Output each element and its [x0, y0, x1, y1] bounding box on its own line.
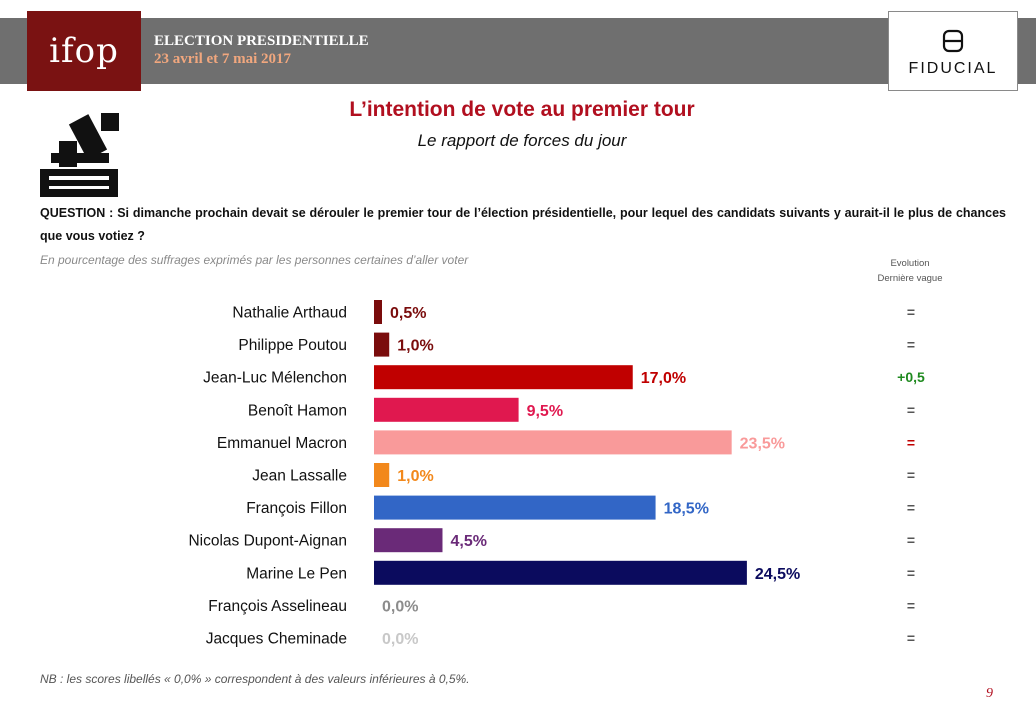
candidate-name: François Asselineau [208, 598, 347, 615]
data-label: 24,5% [755, 566, 800, 583]
bar [374, 528, 443, 553]
page-subtitle: Le rapport de forces du jour [417, 131, 627, 150]
evolution-value: = [907, 337, 915, 353]
evolution-header-line1: Evolution [890, 258, 930, 269]
evolution-header: Evolution Dernière vague [860, 256, 960, 286]
data-label: 17,0% [641, 370, 686, 387]
evolution-header-line2: Dernière vague [877, 273, 943, 284]
candidate-name: Jacques Cheminade [206, 631, 347, 648]
bar [374, 365, 633, 390]
candidate-name: Emmanuel Macron [217, 435, 347, 452]
data-label: 0,0% [382, 598, 418, 615]
evolution-value: = [907, 467, 915, 483]
candidate-name: Jean Lassalle [252, 468, 347, 485]
candidate-name: Benoît Hamon [248, 402, 347, 419]
question-body: Si dimanche prochain devait se dérouler … [40, 206, 1006, 243]
data-label: 0,5% [390, 305, 426, 322]
evolution-value: = [907, 304, 915, 320]
bar [374, 495, 656, 520]
candidate-name: Nicolas Dupont-Aignan [188, 533, 347, 550]
candidate-name: Marine Le Pen [246, 565, 347, 582]
candidate-name: Nathalie Arthaud [232, 305, 347, 322]
logo-text: ifop [49, 31, 119, 71]
candidate-name: Jean-Luc Mélenchon [203, 370, 347, 387]
ifop-logo: ifop [27, 11, 141, 91]
question-label: QUESTION : [40, 206, 114, 220]
evolution-value: = [907, 630, 915, 646]
candidate-name: François Fillon [246, 500, 347, 517]
evolution-value: = [907, 532, 915, 548]
data-label: 1,0% [397, 338, 433, 355]
base-note: En pourcentage des suffrages exprimés pa… [40, 253, 469, 267]
fiducial-text: FIDUCIAL [908, 60, 998, 77]
evolution-value: = [907, 402, 915, 418]
bar [374, 397, 519, 422]
evolution-value: = [907, 500, 915, 516]
bar [374, 300, 382, 324]
question-text: QUESTION : Si dimanche prochain devait s… [40, 202, 1006, 248]
data-label: 9,5% [527, 403, 563, 420]
bar [374, 463, 390, 487]
data-label: 4,5% [450, 533, 486, 550]
ballot-box-icon [40, 113, 119, 197]
bar [374, 560, 747, 585]
election-title: ELECTION PRESIDENTIELLE [154, 33, 369, 49]
bar [374, 332, 390, 357]
fiducial-emblem-icon [942, 29, 964, 53]
data-label: 1,0% [397, 468, 433, 485]
footnote: NB : les scores libellés « 0,0% » corres… [40, 672, 470, 686]
evolution-value: = [907, 597, 915, 613]
evolution-value: +0,5 [897, 369, 925, 385]
data-label: 0,0% [382, 631, 418, 648]
data-label: 18,5% [664, 501, 709, 518]
evolution-value: = [907, 434, 915, 450]
page-number: 9 [986, 686, 993, 701]
data-label: 23,5% [740, 435, 785, 452]
page-title: L’intention de vote au premier tour [349, 98, 695, 121]
evolution-value: = [907, 565, 915, 581]
header-bar [0, 18, 1036, 84]
bar [374, 430, 732, 455]
candidate-name: Philippe Poutou [238, 337, 347, 354]
election-dates: 23 avril et 7 mai 2017 [154, 51, 292, 67]
fiducial-logo: FIDUCIAL [888, 11, 1018, 91]
